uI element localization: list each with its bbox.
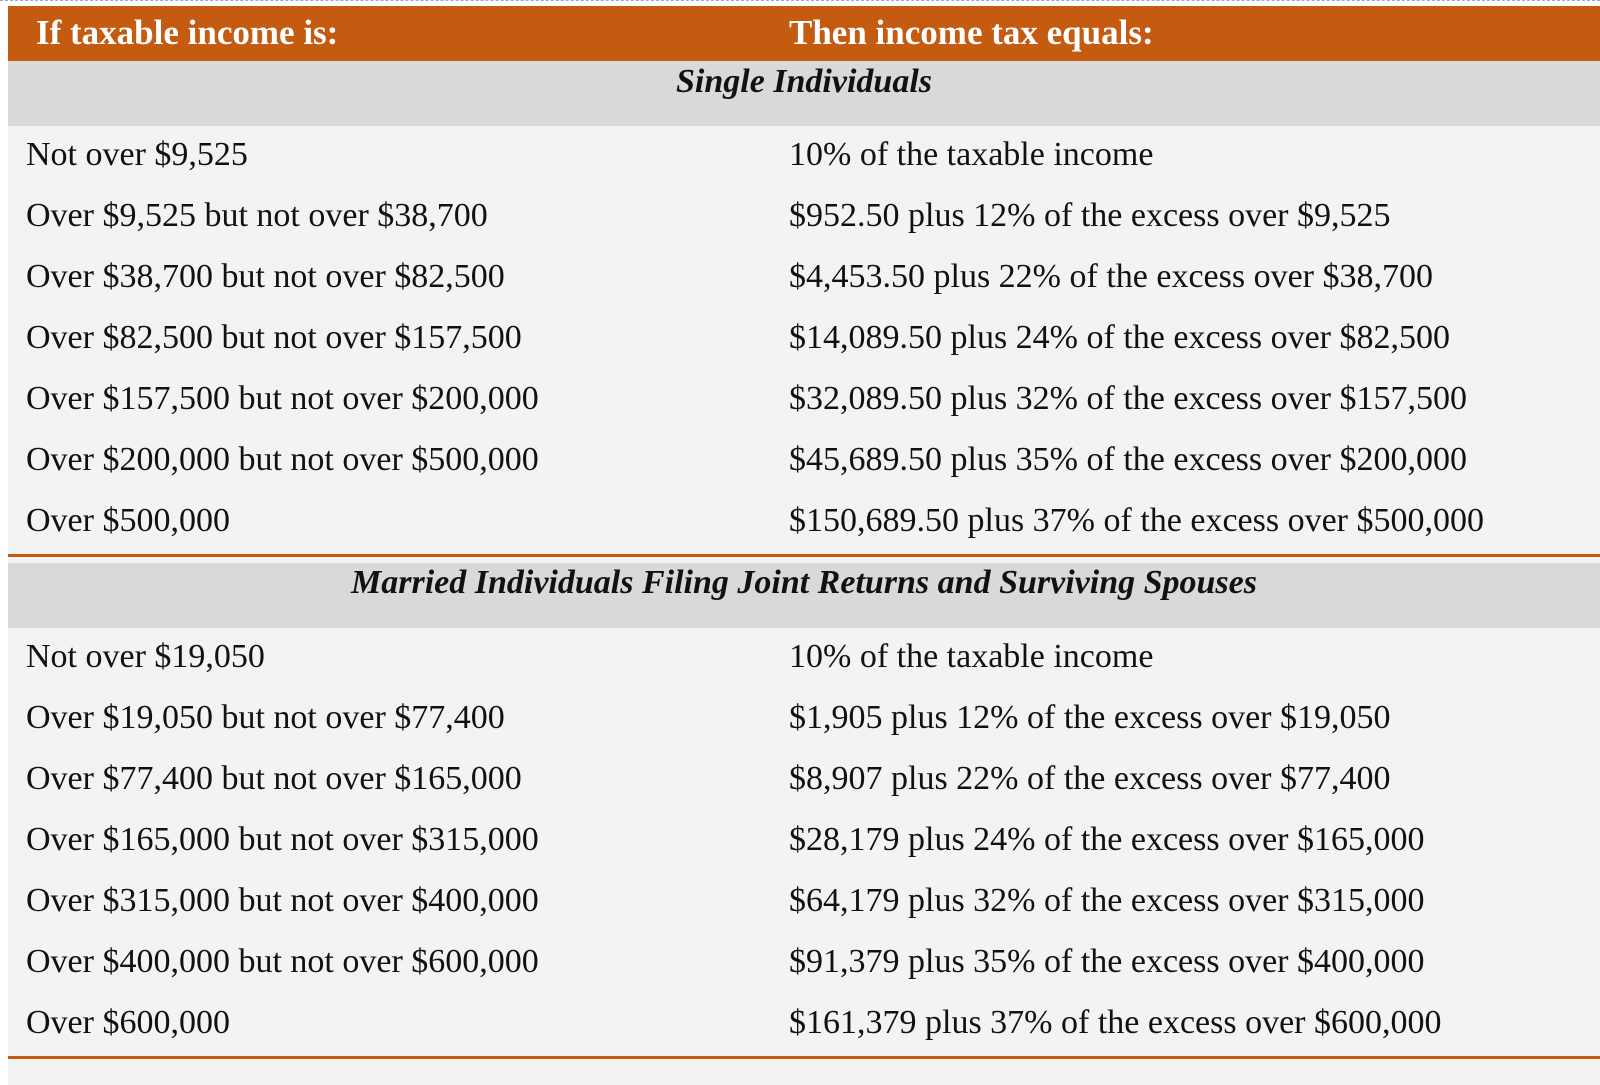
income-cell: Over $200,000 but not over $500,000 <box>26 441 539 478</box>
income-cell: Over $400,000 but not over $600,000 <box>26 943 539 980</box>
tax-cell: $150,689.50 plus 37% of the excess over … <box>789 502 1485 539</box>
income-cell: Over $157,500 but not over $200,000 <box>26 380 539 417</box>
income-cell: Over $500,000 <box>26 502 230 539</box>
table-row: Over $157,500 but not over $200,000 $32,… <box>8 370 1600 431</box>
rows-married: Not over $19,050 10% of the taxable inco… <box>8 628 1600 1055</box>
income-cell: Not over $19,050 <box>26 638 265 675</box>
tax-cell: $32,089.50 plus 32% of the excess over $… <box>789 380 1468 417</box>
top-dashed-border <box>0 0 1600 1</box>
section-divider <box>8 554 1600 557</box>
tax-cell: 10% of the taxable income <box>789 638 1154 675</box>
tax-cell: $64,179 plus 32% of the excess over $315… <box>789 882 1425 919</box>
income-cell: Over $19,050 but not over $77,400 <box>26 699 505 736</box>
table-row: Over $38,700 but not over $82,500 $4,453… <box>8 248 1600 309</box>
tax-cell: $161,379 plus 37% of the excess over $60… <box>789 1004 1442 1041</box>
income-cell: Over $600,000 <box>26 1004 230 1041</box>
tax-cell: $4,453.50 plus 22% of the excess over $3… <box>789 258 1434 295</box>
table-header: If taxable income is: Then income tax eq… <box>8 6 1600 61</box>
table-row: Over $165,000 but not over $315,000 $28,… <box>8 811 1600 872</box>
tax-cell: $14,089.50 plus 24% of the excess over $… <box>789 319 1451 356</box>
income-cell: Over $315,000 but not over $400,000 <box>26 882 539 919</box>
section-bar-married <box>8 563 1600 628</box>
tax-cell: $1,905 plus 12% of the excess over $19,0… <box>789 699 1391 736</box>
income-cell: Not over $9,525 <box>26 136 248 173</box>
table-row: Not over $19,050 10% of the taxable inco… <box>8 628 1600 689</box>
income-cell: Over $77,400 but not over $165,000 <box>26 760 522 797</box>
tax-cell: $952.50 plus 12% of the excess over $9,5… <box>789 197 1391 234</box>
tax-cell: $28,179 plus 24% of the excess over $165… <box>789 821 1425 858</box>
table-row: Over $315,000 but not over $400,000 $64,… <box>8 872 1600 933</box>
income-cell: Over $82,500 but not over $157,500 <box>26 319 522 356</box>
income-cell: Over $38,700 but not over $82,500 <box>26 258 505 295</box>
section-title-single: Single Individuals <box>675 63 932 100</box>
table-row: Not over $9,525 10% of the taxable incom… <box>8 126 1600 187</box>
section-bar-single <box>8 61 1600 126</box>
tax-cell: $8,907 plus 22% of the excess over $77,4… <box>789 760 1391 797</box>
table-row: Over $600,000 $161,379 plus 37% of the e… <box>8 994 1600 1055</box>
header-tax-label: Then income tax equals: <box>789 13 1154 52</box>
section-title-married: Married Individuals Filing Joint Returns… <box>351 564 1257 601</box>
tax-cell: 10% of the taxable income <box>789 136 1154 173</box>
tax-rate-table: If taxable income is: Then income tax eq… <box>8 6 1600 1085</box>
income-cell: Over $9,525 but not over $38,700 <box>26 197 488 234</box>
table-row: Over $19,050 but not over $77,400 $1,905… <box>8 689 1600 750</box>
table-row: Over $500,000 $150,689.50 plus 37% of th… <box>8 492 1600 553</box>
income-cell: Over $165,000 but not over $315,000 <box>26 821 539 858</box>
header-income-label: If taxable income is: <box>36 13 339 52</box>
tax-cell: $91,379 plus 35% of the excess over $400… <box>789 943 1425 980</box>
tax-cell: $45,689.50 plus 35% of the excess over $… <box>789 441 1468 478</box>
table-row: Over $200,000 but not over $500,000 $45,… <box>8 431 1600 492</box>
rows-single: Not over $9,525 10% of the taxable incom… <box>8 126 1600 553</box>
bottom-rule <box>8 1056 1600 1059</box>
table-row: Over $77,400 but not over $165,000 $8,90… <box>8 750 1600 811</box>
table-row: Over $82,500 but not over $157,500 $14,0… <box>8 309 1600 370</box>
table-row: Over $9,525 but not over $38,700 $952.50… <box>8 187 1600 248</box>
table-row: Over $400,000 but not over $600,000 $91,… <box>8 933 1600 994</box>
